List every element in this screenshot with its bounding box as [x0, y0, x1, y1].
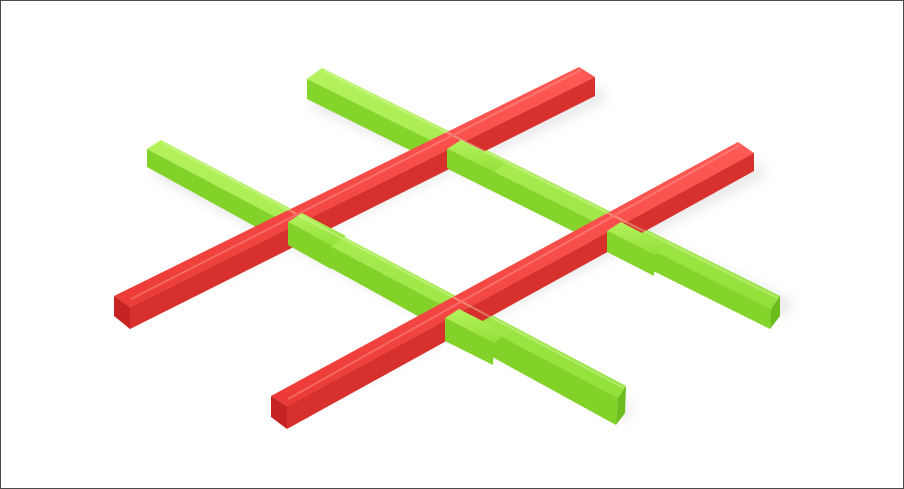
green-stick-front [147, 140, 626, 425]
green-over-segments-front [445, 222, 667, 365]
red-stick-back [114, 67, 595, 329]
green-over-segments-back [288, 140, 506, 269]
red-stick-front [271, 142, 754, 429]
highlights [130, 69, 779, 400]
